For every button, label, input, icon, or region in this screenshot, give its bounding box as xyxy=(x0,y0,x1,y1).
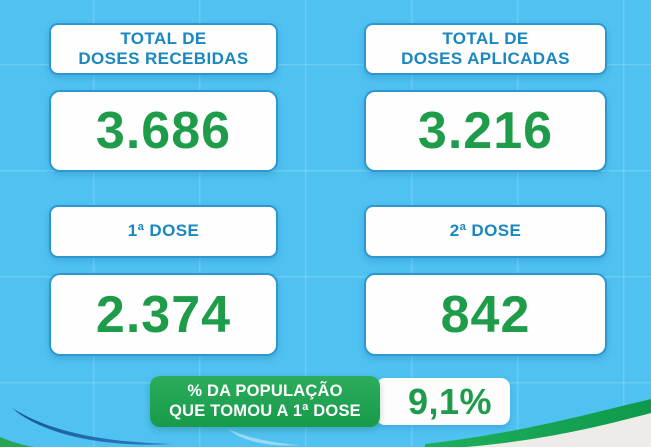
population-percent-box: 9,1% xyxy=(376,378,510,425)
card-total-received-value: 3.686 xyxy=(49,90,278,172)
card-second-dose-label: 2ª DOSE xyxy=(364,205,607,258)
light-wave xyxy=(466,413,651,447)
bottom-wave-decoration xyxy=(0,399,651,447)
population-percent-label-line2: QUE TOMOU A 1ª DOSE xyxy=(169,401,361,420)
total-received-value: 3.686 xyxy=(95,102,232,160)
total-received-title-line2: DOSES RECEBIDAS xyxy=(78,49,249,68)
navy-swoosh xyxy=(12,408,172,445)
card-first-dose-value: 2.374 xyxy=(49,273,278,356)
first-dose-value: 2.374 xyxy=(95,285,232,344)
card-second-dose-value: 842 xyxy=(364,273,607,356)
second-dose-value: 842 xyxy=(440,285,531,344)
first-dose-title: 1ª DOSE xyxy=(127,221,200,241)
total-applied-title-line1: TOTAL DE xyxy=(442,28,529,48)
total-received-title-line1: TOTAL DE xyxy=(120,28,207,48)
population-percent-value: 9,1% xyxy=(407,380,493,422)
second-dose-title: 2ª DOSE xyxy=(449,221,522,241)
population-percent-label-banner: % DA POPULAÇÃO QUE TOMOU A 1ª DOSE xyxy=(150,376,380,427)
card-first-dose-label: 1ª DOSE xyxy=(49,205,278,258)
card-total-received-label: TOTAL DE DOSES RECEBIDAS xyxy=(49,23,278,75)
total-received-title: TOTAL DE DOSES RECEBIDAS xyxy=(78,29,248,69)
card-total-applied-value: 3.216 xyxy=(364,90,607,172)
green-corner-sliver xyxy=(0,437,34,447)
total-applied-title: TOTAL DE DOSES APLICADAS xyxy=(401,29,570,69)
light-swoosh xyxy=(228,429,300,446)
population-percent-label-line1: % DA POPULAÇÃO xyxy=(187,382,343,401)
total-applied-title-line2: DOSES APLICADAS xyxy=(401,49,570,68)
card-total-applied-label: TOTAL DE DOSES APLICADAS xyxy=(364,23,607,75)
total-applied-value: 3.216 xyxy=(417,102,554,160)
population-percent-label: % DA POPULAÇÃO QUE TOMOU A 1ª DOSE xyxy=(169,382,361,421)
